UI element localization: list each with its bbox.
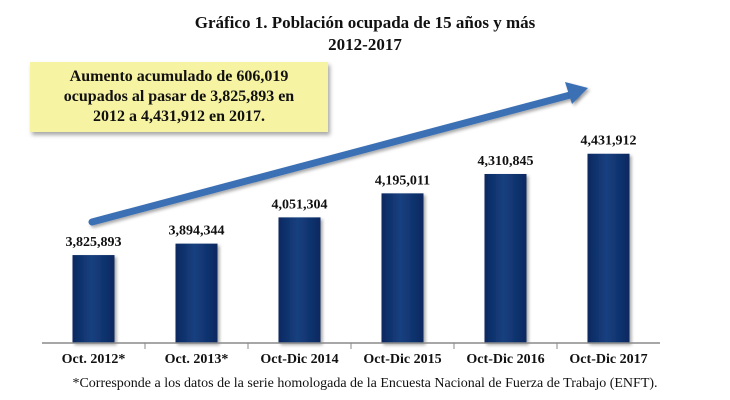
chart-title: Gráfico 1. Población ocupada de 15 años … xyxy=(194,13,536,32)
footnote: *Corresponde a los datos de la serie hom… xyxy=(72,376,658,391)
value-label-5: 4,310,845 xyxy=(478,154,534,169)
trend-arrow-head xyxy=(565,82,588,104)
trend-arrow-shaft xyxy=(88,90,578,226)
category-label-6: Oct-Dic 2017 xyxy=(569,352,647,367)
bar-2 xyxy=(175,243,218,343)
value-label-1: 3,825,893 xyxy=(66,235,122,250)
value-label-6: 4,431,912 xyxy=(581,134,637,149)
category-label-3: Oct-Dic 2014 xyxy=(260,352,338,367)
category-label-5: Oct-Dic 2016 xyxy=(466,352,544,367)
category-label-2: Oct. 2013* xyxy=(165,352,229,367)
bars-group: 3,825,893 3,894,344 4,051,304 4,195,011 4,31… xyxy=(66,134,637,343)
bar-4 xyxy=(381,193,424,343)
category-label-4: Oct-Dic 2015 xyxy=(363,352,441,367)
value-label-3: 4,051,304 xyxy=(272,197,328,212)
bar-1 xyxy=(72,255,115,343)
category-label-1: Oct. 2012* xyxy=(62,352,126,367)
annotation-callout: Aumento acumulado de 606,019 ocupados al… xyxy=(30,62,328,132)
bar-3 xyxy=(278,217,321,343)
chart-subtitle: 2012-2017 xyxy=(328,35,402,54)
value-label-2: 3,894,344 xyxy=(169,224,225,239)
bar-6 xyxy=(587,153,630,343)
x-ticks-group: Oct. 2012* Oct. 2013* Oct-Dic 2014 Oct-Dic … xyxy=(62,343,648,367)
bar-5 xyxy=(484,173,527,343)
value-label-4: 4,195,011 xyxy=(375,173,430,188)
